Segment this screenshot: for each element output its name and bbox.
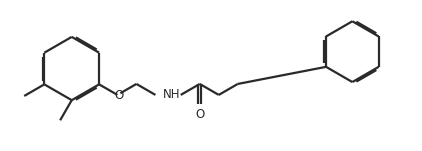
Text: O: O [114, 89, 123, 102]
Text: NH: NH [163, 88, 181, 101]
Text: O: O [195, 108, 204, 121]
